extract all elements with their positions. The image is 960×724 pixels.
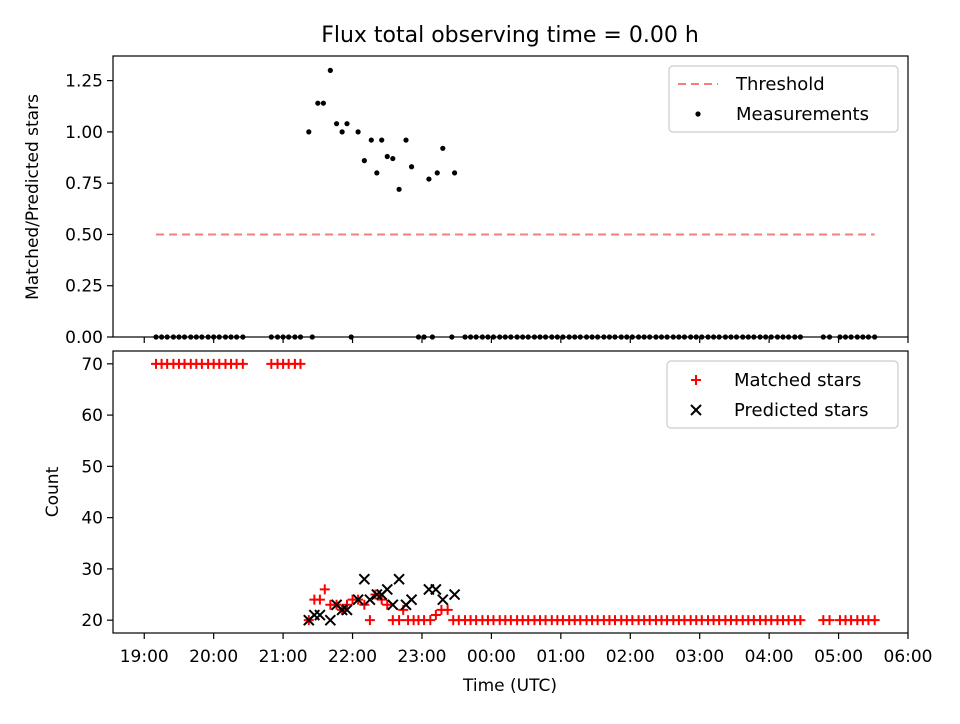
measurement-point	[396, 186, 402, 192]
legend-measurement-label: Measurements	[736, 104, 869, 125]
predicted-star-marker	[336, 604, 348, 616]
matched-star-marker	[295, 358, 306, 369]
measurement-point	[408, 164, 415, 170]
measurement-point	[434, 170, 440, 176]
legend-measurement-swatch	[695, 111, 701, 117]
x-tick-label: 23:00	[397, 647, 446, 667]
top-y-tick-label: 1.00	[65, 123, 103, 143]
matched-star-marker	[869, 615, 880, 626]
matched-star-marker	[237, 358, 248, 369]
bottom-y-tick-label: 60	[81, 406, 103, 426]
predicted-star-marker	[448, 588, 461, 601]
predicted-star-marker	[381, 583, 393, 596]
bottom-y-axis-label: Count	[43, 466, 63, 517]
bottom-y-tick-label: 30	[81, 560, 103, 580]
measurement-point	[327, 67, 333, 73]
matched-star-marker	[442, 604, 453, 615]
matched-star-marker	[319, 584, 330, 595]
measurement-point	[339, 129, 345, 135]
predicted-star-marker	[308, 609, 321, 621]
x-tick-label: 00:00	[467, 647, 516, 667]
measurement-point	[368, 137, 374, 143]
x-tick-label: 05:00	[814, 647, 863, 667]
measurement-point	[355, 129, 361, 135]
predicted-star-marker	[358, 573, 371, 585]
x-tick-label: 19:00	[120, 647, 169, 667]
predicted-star-marker	[371, 588, 383, 601]
measurement-point	[403, 137, 409, 143]
matched-star-marker	[382, 599, 393, 610]
predicted-star-marker	[352, 593, 364, 606]
x-tick-label: 04:00	[745, 647, 794, 667]
measurement-point	[361, 158, 367, 164]
top-y-tick-label: 0.25	[65, 277, 103, 297]
x-tick-label: 02:00	[606, 647, 655, 667]
matched-star-marker	[430, 610, 441, 621]
predicted-star-marker	[324, 614, 337, 626]
legend-predicted-label: Predicted stars	[734, 400, 868, 421]
measurement-point	[344, 121, 350, 127]
top-axes-frame	[112, 55, 909, 338]
bottom-y-tick-label: 40	[81, 509, 103, 529]
measurement-point	[384, 153, 390, 160]
matched-star-marker	[425, 615, 436, 626]
legend-predicted-swatch	[690, 404, 702, 416]
x-tick-label: 01:00	[536, 647, 585, 667]
legend-threshold-label: Threshold	[735, 74, 825, 95]
top-legend-box	[668, 65, 899, 133]
x-tick-label: 22:00	[328, 647, 377, 667]
predicted-star-marker	[387, 599, 399, 611]
measurement-point	[374, 170, 380, 176]
chart-title: Flux total observing time = 0.00 h	[321, 23, 699, 48]
x-tick-label: 20:00	[189, 647, 238, 667]
matched-star-marker	[394, 615, 405, 626]
bottom-y-tick-label: 20	[81, 611, 103, 631]
matched-star-marker	[795, 615, 806, 626]
measurement-point	[315, 100, 321, 106]
top-y-tick-label: 0.50	[65, 225, 103, 245]
legend-matched-label: Matched stars	[734, 370, 861, 391]
measurement-point	[379, 137, 385, 143]
bottom-y-tick-label: 50	[81, 457, 103, 477]
x-axis-label: Time (UTC)	[462, 676, 557, 696]
predicted-star-marker	[314, 609, 326, 621]
top-y-tick-label: 0.00	[65, 328, 103, 348]
predicted-star-marker	[405, 593, 418, 606]
measurement-point	[333, 121, 340, 127]
predicted-star-marker	[430, 583, 442, 596]
predicted-star-marker	[437, 593, 449, 606]
matched-star-marker	[359, 599, 370, 610]
measurement-point	[452, 170, 458, 176]
predicted-star-marker	[393, 573, 405, 585]
measurement-point	[426, 176, 432, 182]
legend-matched-swatch	[691, 375, 701, 385]
measurement-point	[390, 155, 396, 162]
top-y-tick-label: 1.25	[65, 72, 103, 92]
x-tick-label: 06:00	[884, 647, 933, 667]
x-tick-label: 21:00	[259, 647, 308, 667]
measurement-point	[440, 145, 446, 151]
bottom-axes-frame	[112, 350, 909, 634]
matched-star-marker	[364, 615, 375, 626]
matched-star-marker	[824, 615, 835, 626]
predicted-star-marker	[341, 604, 353, 616]
measurement-point	[306, 129, 312, 135]
x-tick-label: 03:00	[675, 647, 724, 667]
bottom-y-tick-label: 70	[81, 355, 103, 375]
matched-star-marker	[314, 594, 325, 605]
top-y-axis-label: Matched/Predicted stars	[23, 94, 43, 300]
predicted-star-marker	[364, 593, 376, 606]
top-y-tick-label: 0.75	[65, 174, 103, 194]
measurement-point	[320, 100, 326, 106]
bottom-legend-box	[666, 360, 899, 429]
